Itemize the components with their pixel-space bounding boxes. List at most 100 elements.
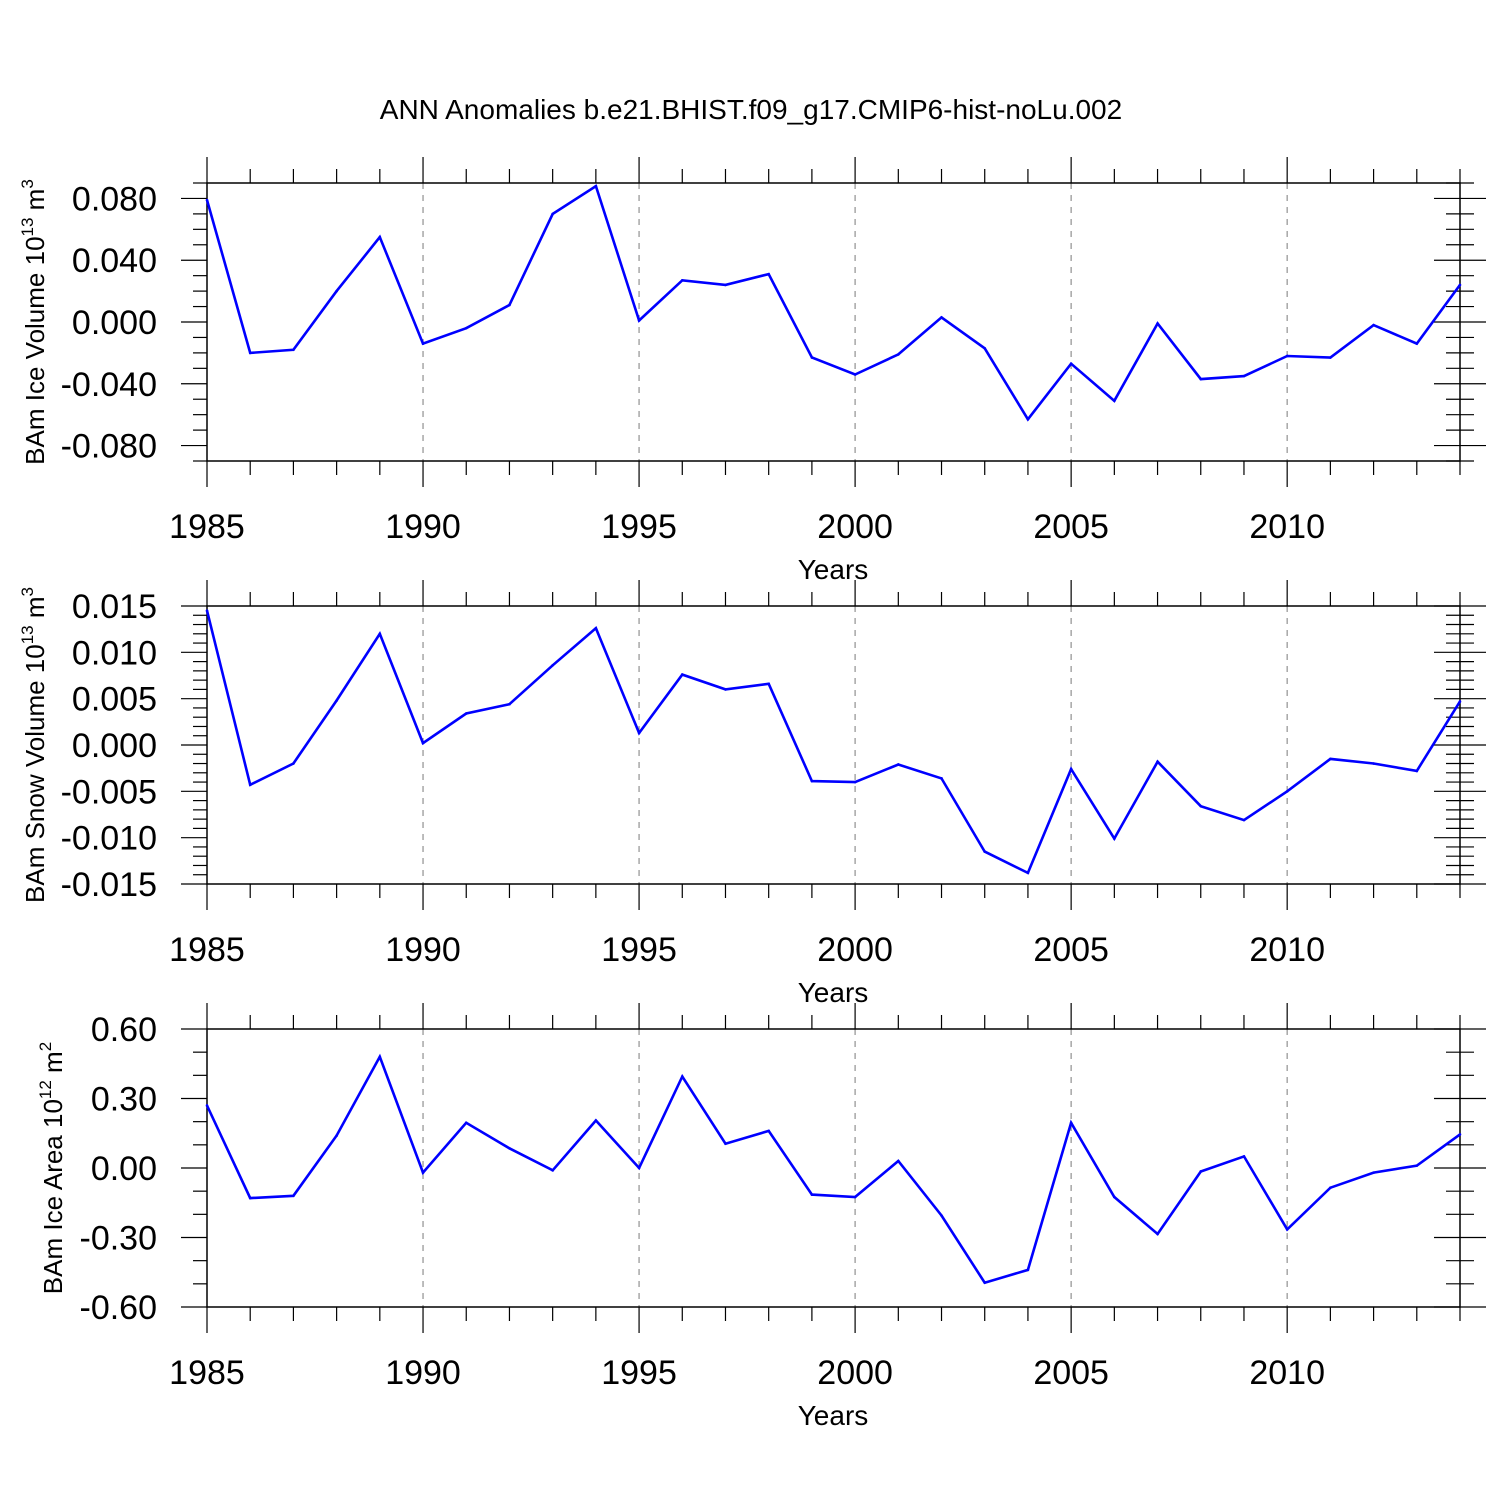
y-tick-label: 0.010 <box>72 634 157 672</box>
data-point <box>724 283 727 287</box>
data-point <box>248 351 252 355</box>
data-point <box>1199 1170 1203 1173</box>
data-point <box>1372 323 1375 327</box>
y-axis-label-unit: m <box>20 596 50 625</box>
data-point <box>637 731 641 735</box>
y-axis-label: BAm Ice Area 1012 m2 <box>36 1042 68 1294</box>
y-tick-label: 0.000 <box>72 727 157 765</box>
data-point <box>1113 399 1116 403</box>
series-line <box>205 1053 1461 1285</box>
data-point <box>1242 374 1246 378</box>
x-tick-label: 1985 <box>169 931 245 969</box>
data-point <box>1415 342 1419 345</box>
data-point <box>508 1147 511 1150</box>
y-tick-label: -0.015 <box>61 866 157 904</box>
data-point <box>1026 1268 1030 1272</box>
data-point <box>1329 356 1332 359</box>
data-point <box>1199 377 1203 381</box>
data-point <box>1156 322 1159 325</box>
x-tick-label: 2010 <box>1249 1354 1325 1392</box>
y-axis-label-text: BAm Snow Volume 10 <box>20 644 50 903</box>
data-point <box>205 609 209 612</box>
x-axis-label: Years <box>798 977 869 1008</box>
data-point <box>853 373 857 376</box>
panel-1: 1985 1990 1995 2000 2005 2010 Years 0.080 0.040 0… <box>18 157 1486 585</box>
data-point <box>724 688 727 691</box>
data-point <box>594 1119 598 1122</box>
x-tick-label: 2000 <box>817 508 893 546</box>
data-point <box>897 353 900 356</box>
data-point <box>940 777 943 780</box>
data-point <box>637 1166 641 1170</box>
x-tick-label: 2000 <box>817 931 893 969</box>
y-axis-label-text: BAm Ice Volume 10 <box>20 236 50 464</box>
y-axis-label-exponent: 13 <box>18 625 37 644</box>
y-tick-label: -0.60 <box>80 1289 158 1327</box>
y-axis-label-exponent: 13 <box>18 218 37 237</box>
data-point <box>897 1159 900 1163</box>
data-point <box>940 316 943 319</box>
x-tick-label: 1990 <box>385 508 461 546</box>
data-point <box>1199 804 1203 808</box>
data-point <box>378 632 382 636</box>
data-point <box>292 1194 295 1198</box>
y-tick-label: -0.080 <box>61 428 157 466</box>
data-point <box>1026 418 1030 421</box>
data-point <box>421 741 425 745</box>
data-point <box>1458 700 1462 703</box>
data-point <box>1113 837 1116 840</box>
data-point <box>594 184 598 188</box>
data-point <box>1285 354 1289 358</box>
x-tick-label: 2010 <box>1249 508 1325 546</box>
data-point <box>1415 769 1419 773</box>
data-point <box>508 702 511 706</box>
x-tick-label: 2005 <box>1033 931 1109 969</box>
data-point <box>1458 283 1462 287</box>
plot-frame <box>206 1028 1461 1308</box>
y-axis-label-unit-exponent: 2 <box>36 1042 55 1051</box>
series-line <box>205 610 1462 875</box>
y-tick-label: 0.30 <box>91 1081 157 1119</box>
data-point <box>1415 1164 1419 1167</box>
y-tick-label: 0.040 <box>72 242 157 280</box>
data-point <box>680 673 684 676</box>
y-tick-label: 0.00 <box>91 1150 157 1188</box>
y-axis-label-exponent: 12 <box>36 1080 55 1099</box>
x-tick-label: 2005 <box>1033 508 1109 546</box>
data-point <box>1242 818 1246 822</box>
x-tick-label: 1990 <box>385 931 461 969</box>
data-point <box>1372 762 1375 765</box>
data-point <box>1242 1155 1246 1158</box>
x-tick-label: 2005 <box>1033 1354 1109 1392</box>
y-axis-label: BAm Snow Volume 1013 m3 <box>18 587 50 903</box>
data-point <box>724 1142 727 1145</box>
data-point <box>1069 767 1073 771</box>
y-tick-label: -0.040 <box>61 366 157 404</box>
x-axis-label: Years <box>798 1400 869 1431</box>
figure-title: ANN Anomalies b.e21.BHIST.f09_g17.CMIP6-… <box>380 94 1122 125</box>
y-tick-label: -0.30 <box>80 1220 158 1258</box>
data-point <box>810 779 814 783</box>
y-tick-label: 0.60 <box>91 1011 157 1049</box>
x-tick-label: 1995 <box>601 508 677 546</box>
data-point <box>1113 1195 1116 1199</box>
y-tick-label: -0.005 <box>61 773 157 811</box>
data-point <box>1156 760 1159 763</box>
data-point <box>767 682 770 686</box>
data-point <box>335 1134 338 1137</box>
y-axis-label-unit: m <box>38 1051 68 1080</box>
data-point <box>1329 1186 1332 1189</box>
y-axis-label: BAm Ice Volume 1013 m3 <box>18 179 50 465</box>
x-tick-label: 1985 <box>169 1354 245 1392</box>
data-point <box>248 783 252 787</box>
y-tick-label: 0.005 <box>72 681 157 719</box>
data-point <box>464 1121 468 1125</box>
data-point <box>1156 1232 1159 1236</box>
data-point <box>983 346 987 350</box>
data-point <box>551 212 554 216</box>
panel-3: 1985 1990 1995 2000 2005 2010 Years 0.60 0.30 0.0… <box>36 1003 1486 1431</box>
y-tick-label: -0.010 <box>61 820 157 858</box>
series-line <box>205 184 1462 422</box>
data-point <box>1069 362 1073 366</box>
